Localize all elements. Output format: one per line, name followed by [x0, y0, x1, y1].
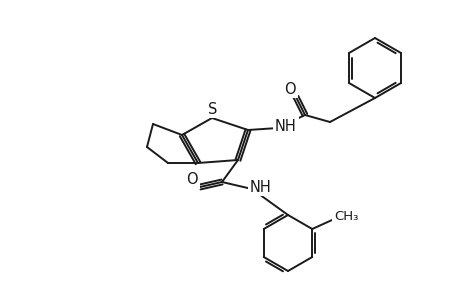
Text: S: S — [208, 101, 217, 116]
Text: NH: NH — [274, 118, 296, 134]
Text: O: O — [284, 82, 295, 97]
Text: O: O — [186, 172, 197, 188]
Text: NH: NH — [250, 179, 271, 194]
Text: CH₃: CH₃ — [333, 211, 358, 224]
